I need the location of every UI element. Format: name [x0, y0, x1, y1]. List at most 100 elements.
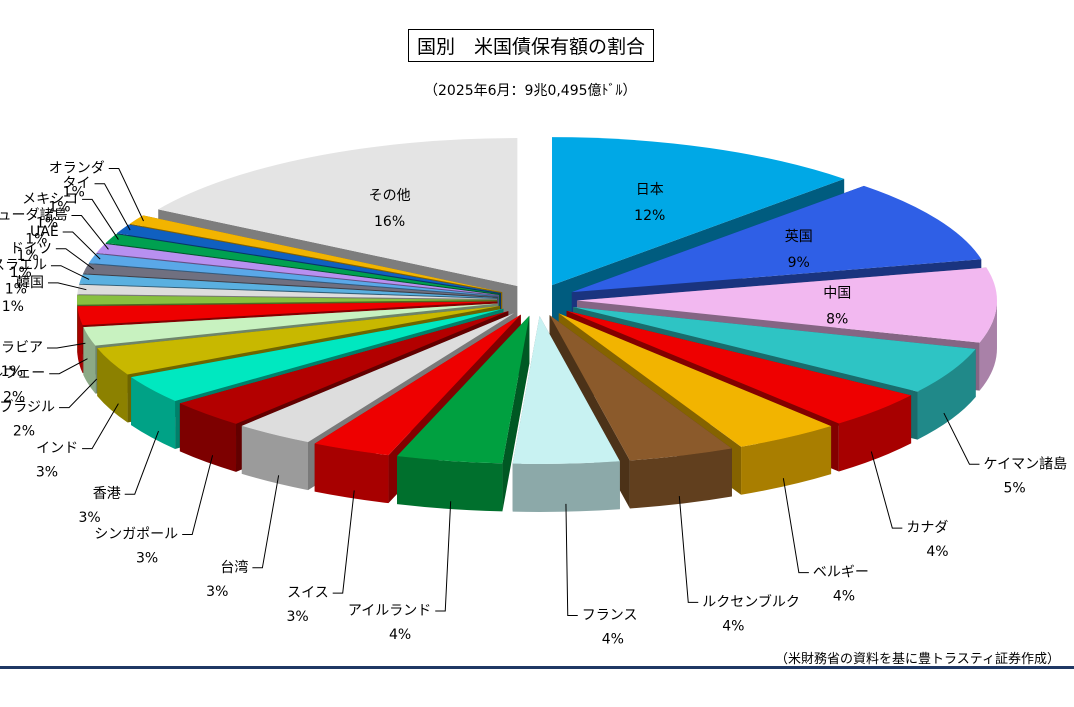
leader-lines — [47, 167, 980, 616]
slice-22 — [105, 234, 500, 294]
slice-label-value: 1% — [48, 200, 70, 216]
slice-5 — [558, 313, 832, 447]
chart-subtitle: （2025年6月：9兆0,495億ﾄﾞﾙ） — [424, 83, 637, 99]
slice-side — [97, 348, 128, 423]
source-note: （米財務省の資料を基に豊トラスティ証券作成） — [775, 652, 1060, 667]
slice-label-name: シンガポール — [94, 526, 178, 542]
slice-label-value: 1% — [10, 265, 32, 281]
slice-8 — [397, 315, 530, 464]
slice-label-name: 香港 — [93, 486, 121, 502]
slice-label-name: サウジアラビア — [0, 340, 43, 356]
slice-label-value: 1% — [2, 299, 24, 315]
slice-label-value: 3% — [286, 609, 308, 625]
slice-label-value: 4% — [833, 589, 855, 605]
slice-label-value: 1% — [16, 248, 38, 264]
slice-tops — [77, 137, 997, 464]
slice-label-value: 3% — [206, 584, 228, 600]
slice-1 — [571, 185, 982, 293]
slice-2 — [576, 267, 997, 343]
slice-side — [741, 426, 832, 495]
slice-18 — [79, 274, 498, 298]
slice-label-name: 日本 — [636, 182, 664, 198]
slice-label-value: 1% — [1, 364, 23, 380]
slice-21 — [96, 243, 500, 295]
slice-label-value: 3% — [136, 550, 158, 566]
leader-line — [182, 455, 214, 535]
leader-line — [124, 430, 159, 495]
slice-6 — [549, 315, 732, 461]
leader-line — [252, 475, 280, 569]
leader-line — [94, 183, 131, 231]
slice-25 — [158, 138, 518, 287]
leader-line — [435, 501, 452, 612]
slice-label-value: 4% — [926, 544, 948, 560]
slice-label-value: 4% — [389, 627, 411, 643]
slice-20 — [88, 253, 499, 296]
slice-label-name: スイス — [287, 585, 329, 601]
slice-label-name: フランス — [582, 607, 638, 623]
slice-label-value: 8% — [826, 311, 848, 327]
leader-line — [82, 403, 119, 450]
slice-label-name: 台湾 — [220, 559, 248, 576]
leader-line — [332, 490, 355, 594]
bottom-rule — [0, 666, 1074, 669]
slice-side — [838, 395, 912, 472]
leader-line — [565, 503, 578, 616]
slice-label-name: UAE — [30, 224, 59, 240]
slice-24 — [129, 215, 503, 293]
slice-label-name: オランダ — [49, 160, 105, 176]
slice-label-name: その他 — [369, 188, 411, 204]
slice-label-value: 12% — [634, 208, 665, 224]
slice-label-name: アイルランド — [348, 603, 431, 619]
leader-line — [870, 451, 903, 529]
slice-label-name: カナダ — [906, 520, 948, 536]
slice-label-value: 3% — [36, 465, 58, 481]
slice-label-value: 4% — [722, 618, 744, 634]
slice-wall — [179, 311, 509, 452]
slice-side — [179, 403, 237, 472]
slice-0 — [552, 137, 845, 286]
slice-12 — [131, 308, 504, 402]
slice-side — [83, 327, 96, 394]
leader-line — [782, 478, 809, 574]
leader-line — [50, 265, 90, 280]
slice-side — [917, 349, 976, 440]
slice-label-name: イスラエル — [0, 258, 47, 274]
slice-label-value: 4% — [602, 631, 624, 647]
slice-side — [314, 443, 389, 504]
slice-10 — [241, 313, 515, 443]
slice-label-value: 1% — [5, 282, 27, 298]
slice-label-name: ノルウェー — [0, 366, 45, 382]
leader-line — [55, 248, 95, 270]
leader-line — [49, 358, 88, 375]
slice-23 — [116, 224, 501, 294]
slice-side — [512, 461, 620, 512]
slice-label-name: バミューダ諸島 — [0, 208, 67, 224]
leader-line — [62, 231, 101, 260]
slice-label-value: 9% — [788, 255, 810, 271]
slice-label-value: 16% — [374, 214, 405, 230]
slice-side — [397, 456, 503, 512]
slice-label-value: 2% — [3, 390, 25, 406]
slice-side — [131, 377, 176, 450]
slice-13 — [97, 306, 500, 375]
leader-line — [678, 495, 699, 603]
slice-label-name: タイ — [63, 176, 91, 192]
slice-17 — [77, 284, 498, 299]
slice-label-name: 中国 — [823, 285, 851, 301]
chart-title: 国別 米国債保有額の割合 — [408, 29, 655, 62]
slice-label-name: ベルギー — [813, 565, 869, 581]
slice-label-value: 1% — [63, 184, 85, 200]
leader-line — [47, 282, 87, 291]
slice-label-value: 2% — [13, 424, 35, 440]
slice-9 — [314, 314, 521, 456]
slice-label-name: インド — [36, 441, 78, 457]
slice-side — [241, 425, 309, 491]
leader-line — [59, 378, 98, 409]
slice-14 — [83, 303, 499, 346]
slice-7 — [512, 315, 620, 464]
slice-side — [77, 306, 83, 374]
slice-19 — [83, 264, 498, 297]
slice-label-name: ブラジル — [0, 399, 55, 416]
